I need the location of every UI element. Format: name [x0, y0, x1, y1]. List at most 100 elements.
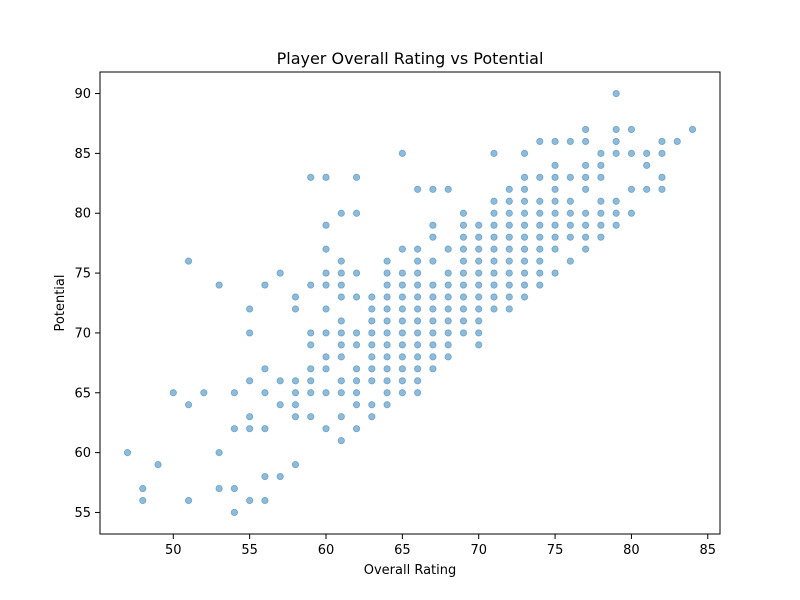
- scatter-point: [551, 197, 559, 205]
- scatter-point: [490, 197, 498, 205]
- scatter-point: [566, 233, 574, 241]
- scatter-point: [520, 293, 529, 301]
- scatter-point: [520, 173, 529, 181]
- scatter-point: [536, 269, 544, 277]
- scatter-point: [505, 257, 513, 265]
- scatter-point: [505, 185, 513, 193]
- scatter-point: [169, 389, 177, 397]
- scatter-point: [536, 137, 544, 146]
- y-tick-label: 60: [74, 446, 91, 461]
- scatter-point: [368, 293, 376, 301]
- scatter-point: [307, 413, 315, 421]
- scatter-point: [291, 305, 300, 313]
- scatter-point: [459, 281, 468, 289]
- y-tick-label: 80: [74, 207, 91, 222]
- scatter-point: [429, 329, 437, 337]
- scatter-point: [368, 401, 376, 409]
- scatter-point: [475, 221, 483, 229]
- scatter-point: [368, 365, 376, 373]
- scatter-point: [337, 281, 345, 289]
- scatter-point: [414, 305, 422, 313]
- scatter-point: [459, 233, 468, 241]
- y-tick-label: 55: [74, 506, 91, 521]
- scatter-point: [536, 245, 544, 253]
- scatter-point: [215, 449, 223, 457]
- scatter-point: [429, 365, 437, 373]
- scatter-point: [352, 389, 361, 397]
- scatter-point: [475, 305, 483, 313]
- scatter-point: [520, 149, 529, 157]
- scatter-point: [383, 305, 391, 313]
- scatter-point: [291, 460, 300, 469]
- scatter-point: [414, 329, 422, 337]
- scatter-point: [414, 389, 422, 397]
- scatter-point: [505, 209, 513, 217]
- scatter-point: [246, 413, 254, 421]
- scatter-point: [322, 329, 330, 337]
- scatter-point: [444, 269, 452, 277]
- scatter-point: [505, 269, 513, 277]
- scatter-point: [505, 221, 513, 229]
- scatter-point: [505, 245, 513, 253]
- scatter-point: [383, 401, 391, 409]
- x-tick-label: 50: [165, 543, 182, 558]
- scatter-point: [414, 245, 422, 253]
- scatter-point: [490, 221, 498, 229]
- scatter-point: [566, 257, 574, 265]
- scatter-point: [337, 437, 345, 445]
- scatter-point: [322, 425, 330, 433]
- scatter-point: [383, 341, 391, 349]
- scatter-point: [459, 245, 468, 253]
- scatter-point: [261, 472, 269, 481]
- scatter-point: [352, 377, 361, 385]
- scatter-point: [536, 221, 544, 229]
- scatter-point: [520, 221, 529, 229]
- scatter-point: [246, 377, 254, 385]
- scatter-point: [368, 341, 376, 349]
- scatter-point: [307, 377, 315, 385]
- scatter-point: [612, 221, 620, 229]
- scatter-point: [398, 281, 406, 289]
- scatter-point: [337, 317, 345, 325]
- scatter-point: [627, 125, 636, 134]
- scatter-point: [444, 293, 452, 301]
- scatter-point: [398, 377, 406, 385]
- scatter-point: [261, 389, 269, 397]
- scatter-point: [643, 185, 651, 193]
- scatter-point: [398, 305, 406, 313]
- x-tick-label: 55: [241, 543, 258, 558]
- x-tick-label: 70: [470, 543, 487, 558]
- scatter-point: [429, 305, 437, 313]
- scatter-point: [383, 389, 391, 397]
- scatter-point: [154, 460, 162, 469]
- scatter-point: [597, 173, 605, 181]
- scatter-point: [429, 281, 437, 289]
- scatter-point: [276, 401, 284, 409]
- scatter-point: [459, 329, 468, 337]
- scatter-point: [612, 137, 620, 146]
- scatter-point: [582, 173, 590, 181]
- scatter-point: [307, 341, 315, 349]
- scatter-point: [383, 281, 391, 289]
- scatter-point: [490, 281, 498, 289]
- scatter-point: [414, 365, 422, 373]
- scatter-point: [337, 257, 345, 265]
- scatter-point: [246, 329, 254, 337]
- scatter-point: [612, 125, 620, 134]
- scatter-point: [322, 365, 330, 373]
- scatter-point: [276, 269, 284, 277]
- scatter-point: [383, 257, 391, 265]
- scatter-point: [475, 329, 483, 337]
- scatter-point: [337, 269, 345, 277]
- scatter-point: [505, 281, 513, 289]
- y-axis: 55 60 65 70 75 80 85 90: [74, 87, 100, 521]
- scatter-point: [520, 269, 529, 277]
- scatter-point: [444, 185, 452, 193]
- scatter-point: [551, 221, 559, 229]
- scatter-point: [307, 173, 315, 181]
- scatter-point: [291, 401, 300, 409]
- scatter-point: [307, 365, 315, 373]
- scatter-point: [459, 209, 468, 217]
- scatter-point: [414, 353, 422, 361]
- scatter-point: [490, 257, 498, 265]
